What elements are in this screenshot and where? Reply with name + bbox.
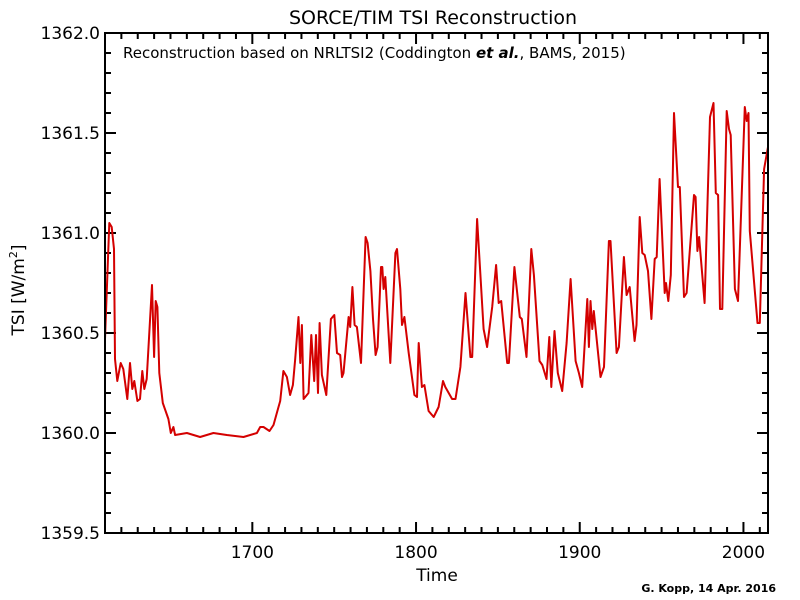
- x-tick-label: 1700: [231, 543, 274, 563]
- x-tick-label: 1800: [394, 543, 437, 563]
- x-tick-label: 1900: [558, 543, 601, 563]
- plot-frame: [104, 32, 769, 534]
- chart-title: SORCE/TIM TSI Reconstruction: [289, 7, 577, 29]
- y-axis-label-main: TSI [W/m: [9, 258, 29, 336]
- x-axis-label: Time: [415, 566, 458, 586]
- y-axis-label: TSI [W/m2]: [7, 245, 29, 337]
- axis-tick-labels: 1700 1800 1900 2000 1359.5 1360.0 1360.5 1361.0…: [41, 24, 766, 563]
- y-axis-label-suffix: ]: [9, 245, 29, 252]
- credit-text: G. Kopp, 14 Apr. 2016: [641, 582, 776, 595]
- y-tick-label: 1359.5: [41, 524, 100, 544]
- y-tick-label: 1360.0: [41, 424, 100, 444]
- annotation-prefix: Reconstruction based on NRLTSI2 (Codding…: [123, 44, 476, 62]
- y-axis-label-superscript: 2: [7, 251, 20, 258]
- x-tick-label: 2000: [722, 543, 765, 563]
- axis-ticks: [104, 32, 768, 534]
- tsi-series-line: [104, 102, 769, 438]
- y-tick-label: 1361.0: [41, 224, 100, 244]
- chart-annotation: Reconstruction based on NRLTSI2 (Codding…: [123, 44, 626, 62]
- annotation-suffix: , BAMS, 2015): [520, 44, 626, 62]
- y-tick-label: 1362.0: [41, 24, 100, 44]
- y-tick-label: 1360.5: [41, 324, 100, 344]
- y-tick-label: 1361.5: [41, 124, 100, 144]
- annotation-emphasis: et al.: [476, 44, 520, 62]
